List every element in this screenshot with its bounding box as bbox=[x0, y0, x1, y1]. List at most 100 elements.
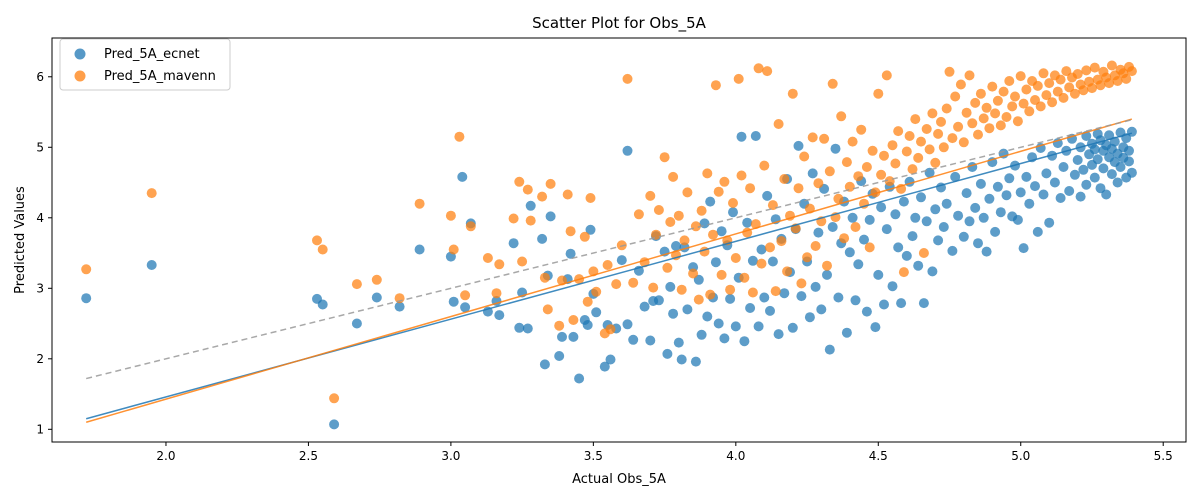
legend-label-mavenn: Pred_5A_mavenn bbox=[104, 69, 216, 84]
y-axis-label: Predicted Values bbox=[13, 186, 28, 294]
data-point bbox=[728, 198, 738, 208]
data-point bbox=[708, 229, 718, 240]
data-point bbox=[759, 160, 770, 171]
data-point bbox=[702, 311, 713, 322]
data-point bbox=[1024, 198, 1035, 209]
data-point bbox=[1024, 106, 1035, 117]
data-point bbox=[1041, 90, 1052, 101]
data-point bbox=[725, 284, 736, 295]
data-point bbox=[958, 231, 969, 242]
data-point bbox=[747, 287, 758, 298]
data-point bbox=[414, 244, 425, 255]
data-point bbox=[1126, 126, 1137, 137]
data-point bbox=[767, 200, 778, 211]
data-point bbox=[739, 272, 750, 283]
data-point bbox=[913, 260, 924, 271]
data-point bbox=[930, 204, 941, 215]
data-point bbox=[568, 331, 579, 342]
data-point bbox=[719, 333, 730, 344]
data-point bbox=[1081, 65, 1092, 76]
data-point bbox=[622, 73, 633, 84]
data-point bbox=[773, 329, 784, 340]
data-point bbox=[770, 286, 781, 297]
data-point bbox=[839, 233, 850, 244]
data-point bbox=[1018, 243, 1029, 254]
data-point bbox=[371, 292, 382, 303]
data-point bbox=[765, 305, 775, 316]
data-point bbox=[713, 318, 724, 329]
data-point bbox=[916, 136, 926, 147]
y-tick-label: 6 bbox=[36, 70, 44, 84]
data-point bbox=[824, 166, 835, 177]
x-tick-label: 5.5 bbox=[1154, 449, 1173, 463]
data-point bbox=[813, 227, 824, 238]
data-point bbox=[662, 348, 673, 359]
data-point bbox=[1072, 155, 1083, 165]
data-point bbox=[1032, 226, 1043, 237]
data-point bbox=[992, 95, 1003, 106]
data-point bbox=[847, 136, 858, 147]
data-point bbox=[881, 224, 892, 235]
data-point bbox=[927, 108, 938, 119]
axes: 2.0 2.5 3.0 3.5 4.0 4.5 5.0 5.5 1 2 3 4 5 6 bbox=[36, 37, 1187, 463]
data-point bbox=[861, 162, 872, 172]
data-point bbox=[910, 212, 921, 223]
data-point bbox=[876, 202, 887, 213]
data-point bbox=[1004, 76, 1015, 86]
data-point bbox=[1115, 162, 1126, 172]
y-tick-label: 1 bbox=[36, 422, 44, 436]
data-point bbox=[881, 70, 892, 81]
data-point bbox=[394, 301, 405, 312]
data-point bbox=[1126, 167, 1137, 178]
data-point bbox=[938, 142, 949, 153]
data-point bbox=[599, 361, 610, 372]
data-point bbox=[1081, 179, 1092, 190]
data-point bbox=[975, 178, 986, 189]
data-point bbox=[998, 86, 1009, 97]
data-point bbox=[605, 354, 616, 365]
data-point bbox=[853, 259, 864, 270]
y-tick-label: 3 bbox=[36, 281, 44, 295]
data-point bbox=[665, 217, 676, 227]
trend-line-Pred_5A_mavenn bbox=[85, 118, 1133, 423]
data-point bbox=[913, 152, 924, 163]
data-point bbox=[904, 131, 915, 141]
data-point bbox=[898, 196, 909, 207]
data-point bbox=[893, 242, 904, 253]
data-point bbox=[970, 97, 981, 108]
data-point bbox=[981, 102, 992, 113]
x-tick-label: 4.5 bbox=[869, 449, 888, 463]
data-point bbox=[955, 79, 966, 90]
data-point bbox=[1038, 189, 1049, 200]
data-point bbox=[1035, 101, 1046, 112]
data-point bbox=[933, 128, 944, 139]
data-point bbox=[970, 202, 981, 213]
data-point bbox=[628, 334, 639, 345]
data-point bbox=[841, 157, 852, 168]
data-point bbox=[582, 296, 593, 307]
data-point bbox=[856, 124, 867, 135]
data-point bbox=[696, 205, 707, 216]
axes-frame bbox=[51, 37, 1187, 443]
data-point bbox=[733, 73, 744, 84]
data-point bbox=[1021, 171, 1032, 182]
data-point bbox=[975, 88, 986, 99]
data-point bbox=[879, 299, 889, 310]
data-point bbox=[787, 322, 798, 333]
data-point bbox=[745, 183, 756, 194]
data-point bbox=[1058, 92, 1069, 103]
data-point bbox=[465, 221, 476, 232]
data-point bbox=[870, 322, 881, 333]
data-point bbox=[602, 260, 613, 270]
data-point bbox=[973, 129, 983, 140]
data-point bbox=[753, 63, 764, 74]
data-point bbox=[716, 226, 727, 237]
data-point bbox=[921, 124, 932, 134]
data-point bbox=[782, 266, 793, 277]
data-point bbox=[916, 192, 926, 203]
data-point bbox=[767, 256, 778, 267]
data-point bbox=[1010, 91, 1020, 102]
data-point bbox=[1015, 71, 1026, 82]
data-point bbox=[941, 198, 952, 209]
